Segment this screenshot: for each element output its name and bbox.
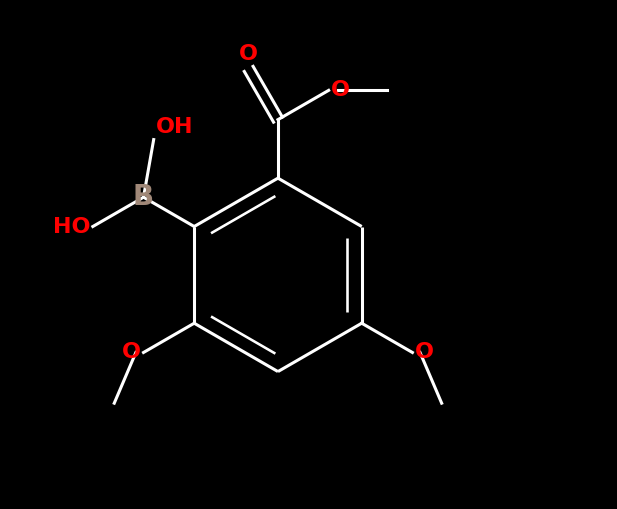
Text: O: O <box>415 343 434 362</box>
Text: O: O <box>239 44 258 64</box>
Text: B: B <box>133 183 154 211</box>
Text: HO: HO <box>53 216 90 237</box>
Text: OH: OH <box>156 117 194 137</box>
Text: O: O <box>122 343 141 362</box>
Text: O: O <box>331 80 350 100</box>
